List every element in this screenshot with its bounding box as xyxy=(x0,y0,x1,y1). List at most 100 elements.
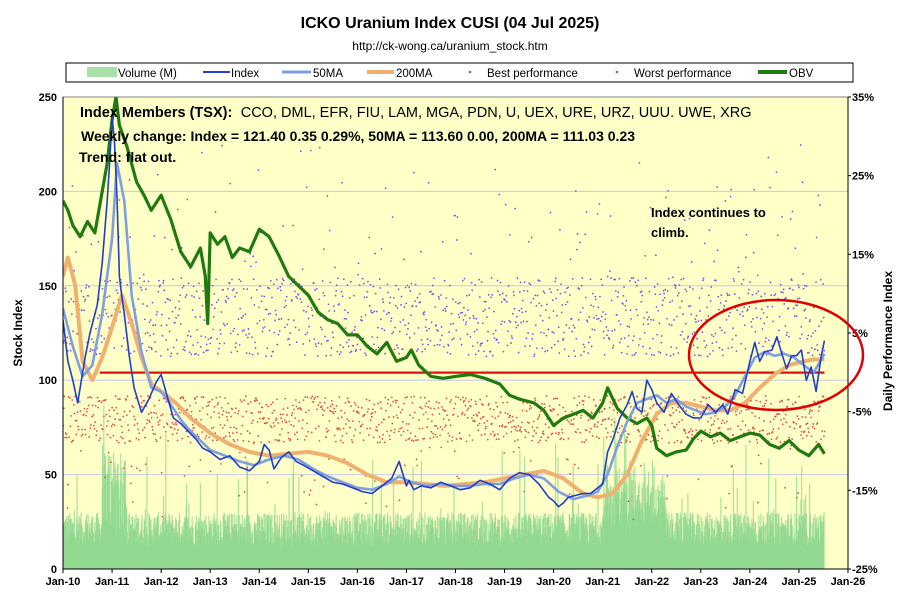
worst-performance-point xyxy=(88,395,91,398)
best-performance-point xyxy=(608,338,611,341)
worst-performance-point xyxy=(396,416,399,419)
best-performance-point xyxy=(768,339,770,342)
best-performance-point xyxy=(92,341,95,344)
worst-performance-point xyxy=(621,425,623,427)
worst-performance-point xyxy=(144,436,147,439)
worst-performance-point xyxy=(669,414,672,417)
worst-performance-point xyxy=(625,439,628,442)
worst-performance-point xyxy=(303,438,306,441)
best-performance-point xyxy=(191,309,194,311)
best-performance-point xyxy=(580,284,583,287)
worst-performance-point xyxy=(608,417,610,420)
best-performance-point xyxy=(258,319,261,322)
best-performance-point xyxy=(542,290,545,293)
best-performance-point xyxy=(291,298,293,301)
worst-performance-point xyxy=(816,422,819,424)
worst-performance-point xyxy=(216,439,218,442)
best-performance-point xyxy=(568,327,571,329)
worst-performance-point xyxy=(657,434,660,437)
best-performance-point xyxy=(606,334,608,337)
worst-performance-point xyxy=(568,493,571,496)
worst-performance-point xyxy=(736,408,739,411)
worst-performance-point xyxy=(337,427,340,429)
best-performance-point xyxy=(756,316,759,319)
best-performance-point xyxy=(282,279,285,282)
worst-performance-point xyxy=(375,426,378,428)
best-performance-point xyxy=(750,325,753,328)
worst-performance-point xyxy=(509,414,512,417)
worst-performance-point xyxy=(244,456,247,459)
worst-performance-point xyxy=(403,464,406,467)
best-performance-point xyxy=(254,346,257,349)
worst-performance-point xyxy=(208,400,211,403)
worst-performance-point xyxy=(409,414,411,417)
worst-performance-point xyxy=(612,430,615,433)
best-performance-point xyxy=(218,347,220,350)
worst-performance-point xyxy=(349,468,352,471)
best-performance-point xyxy=(479,344,482,347)
worst-performance-point xyxy=(323,409,326,412)
best-performance-point xyxy=(373,310,376,313)
worst-performance-point xyxy=(632,423,635,426)
best-performance-point xyxy=(642,323,645,326)
worst-performance-point xyxy=(270,403,273,406)
worst-performance-point xyxy=(347,419,350,422)
best-performance-point xyxy=(743,306,746,309)
best-performance-point xyxy=(178,308,181,310)
worst-performance-point xyxy=(592,398,595,401)
best-performance-point xyxy=(534,324,537,327)
best-performance-point xyxy=(183,346,186,348)
worst-performance-point xyxy=(386,402,389,405)
best-performance-point xyxy=(665,353,668,356)
best-performance-point xyxy=(481,342,484,345)
best-performance-point xyxy=(83,309,86,312)
worst-performance-point xyxy=(811,425,814,428)
best-performance-point xyxy=(165,324,168,327)
worst-performance-point xyxy=(367,408,370,410)
best-performance-point xyxy=(374,252,376,255)
worst-performance-point xyxy=(196,395,198,398)
best-performance-point xyxy=(816,349,819,352)
worst-performance-point xyxy=(808,412,811,415)
worst-performance-point xyxy=(313,479,316,482)
worst-performance-point xyxy=(273,409,275,412)
best-performance-point xyxy=(523,281,526,284)
best-performance-point xyxy=(521,311,524,314)
best-performance-point xyxy=(644,254,647,257)
worst-performance-point xyxy=(188,465,191,468)
worst-performance-point xyxy=(391,422,394,425)
best-performance-point xyxy=(480,280,483,283)
best-performance-point xyxy=(607,336,610,339)
best-performance-point xyxy=(251,353,254,356)
worst-performance-point xyxy=(387,416,390,419)
worst-performance-point xyxy=(755,438,758,441)
best-performance-point xyxy=(475,328,478,331)
best-performance-point xyxy=(571,277,574,280)
worst-performance-point xyxy=(127,429,130,432)
best-performance-point xyxy=(525,337,528,340)
worst-performance-point xyxy=(137,428,139,431)
best-performance-point xyxy=(763,322,766,325)
worst-performance-point xyxy=(564,410,567,413)
worst-performance-point xyxy=(273,424,276,427)
best-performance-point xyxy=(633,335,635,338)
worst-performance-point xyxy=(263,416,265,419)
best-performance-point xyxy=(743,324,746,327)
best-performance-point xyxy=(346,284,349,286)
best-performance-point xyxy=(594,295,597,298)
y2-axis-title: Daily Performance Index xyxy=(881,271,895,411)
best-performance-point xyxy=(234,295,236,298)
best-performance-point xyxy=(502,350,505,353)
worst-performance-point xyxy=(424,405,427,408)
worst-performance-point xyxy=(541,403,543,405)
best-performance-point xyxy=(697,354,700,356)
worst-performance-point xyxy=(639,464,642,467)
worst-performance-point xyxy=(737,425,739,427)
best-performance-point xyxy=(782,291,784,294)
worst-performance-point xyxy=(135,437,138,440)
best-performance-point xyxy=(252,278,255,281)
best-performance-point xyxy=(470,281,473,284)
best-performance-point xyxy=(473,330,476,333)
worst-performance-point xyxy=(606,431,609,434)
worst-performance-point xyxy=(708,431,711,434)
